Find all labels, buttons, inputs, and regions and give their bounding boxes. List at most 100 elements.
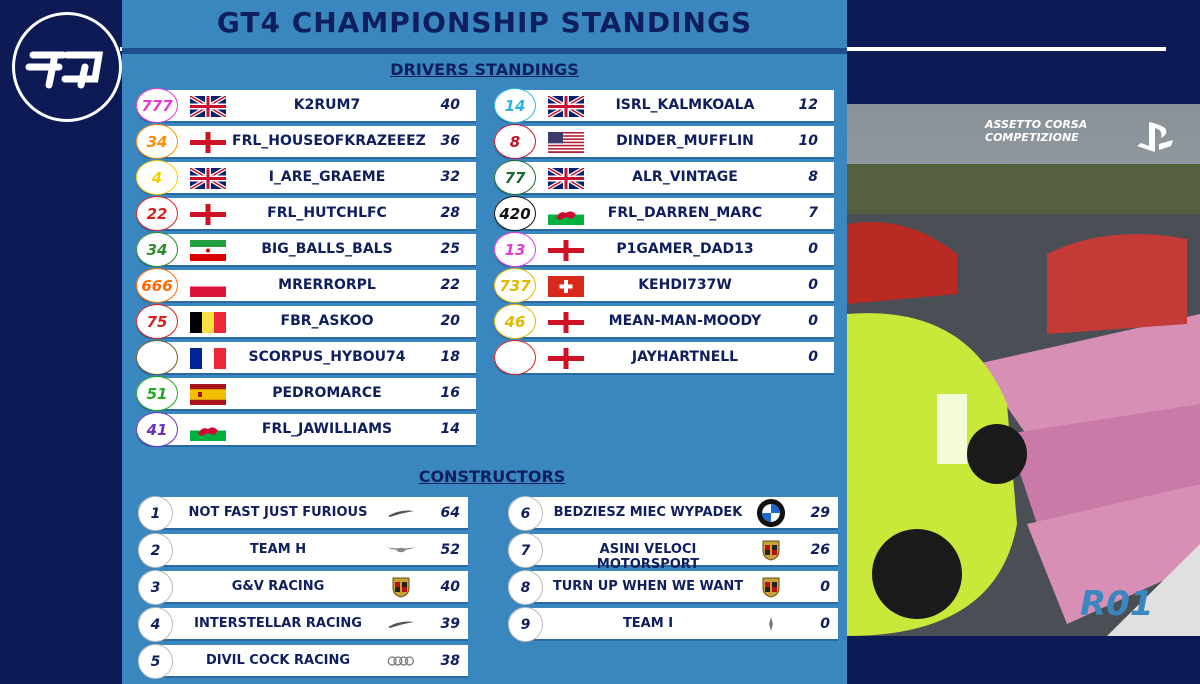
constructor-position: 7: [508, 533, 543, 568]
constructor-name: TEAM H: [249, 542, 307, 557]
driver-row: 777 K2RUM7 40: [136, 88, 476, 123]
england-flag-icon: [548, 312, 584, 333]
driver-points: 0: [808, 349, 818, 365]
constructor-points: 0: [820, 616, 830, 632]
wales-flag-icon: [548, 204, 584, 225]
driver-points: 22: [440, 277, 460, 293]
driver-points: 28: [440, 205, 460, 221]
driver-row: 737 KEHDI737W 0: [494, 268, 834, 303]
aston-martin-logo: [386, 540, 416, 560]
constructor-position: 9: [508, 607, 543, 642]
driver-number-badge: 14: [494, 88, 536, 123]
driver-row: 8 DINDER_MUFFLIN 10: [494, 124, 834, 159]
constructor-position: 8: [508, 570, 543, 605]
driver-row: 666 MRERRORPL 22: [136, 268, 476, 303]
constructor-points: 0: [820, 579, 830, 595]
audi-logo: [386, 651, 416, 671]
driver-number-badge: 8: [494, 124, 536, 159]
brand-line1: ASSETTO CORSA: [985, 118, 1088, 131]
driver-name: I_ARE_GRAEME: [268, 169, 386, 185]
driver-name: JAYHARTNELL: [631, 349, 739, 365]
wales-flag-icon: [190, 420, 226, 441]
constructor-points: 26: [810, 542, 830, 558]
league-logo: [12, 12, 122, 122]
title-underline: [122, 48, 847, 54]
england-flag-icon: [548, 240, 584, 261]
driver-points: 20: [440, 313, 460, 329]
driver-points: 40: [440, 97, 460, 113]
driver-name: MRERRORPL: [278, 277, 376, 293]
constructor-name: TURN UP WHEN WE WANT: [552, 579, 744, 594]
driver-number-badge: 737: [494, 268, 536, 303]
france-flag-icon: [190, 348, 226, 369]
england-flag-icon: [190, 132, 226, 153]
driver-number-badge: 420: [494, 196, 536, 231]
driver-name: K2RUM7: [293, 97, 361, 113]
driver-points: 8: [808, 169, 818, 185]
driver-points: 10: [798, 133, 818, 149]
uk-flag-icon: [546, 94, 586, 119]
constructor-row: 6 BEDZIESZ MIEC WYPADEK 29: [508, 496, 838, 531]
driver-name: FBR_ASKOO: [280, 313, 374, 329]
driver-row: 34 FRL_HOUSEOFKRAZEEEZ 36: [136, 124, 476, 159]
constructor-points: 52: [440, 542, 460, 558]
driver-number-badge: 666: [136, 268, 178, 303]
uk-flag-icon: [188, 166, 228, 191]
constructor-row: 5 DIVIL COCK RACING 38: [138, 644, 468, 679]
driver-row: SCORPUS_HYBOU74 18: [136, 340, 476, 375]
england-flag-icon: [548, 348, 584, 369]
driver-row: 46 MEAN-MAN-MOODY 0: [494, 304, 834, 339]
brand-line2: COMPETIZIONE: [985, 131, 1079, 144]
uk-flag-icon: [546, 166, 586, 191]
constructors-heading: CONSTRUCTORS: [418, 467, 566, 486]
driver-points: 36: [440, 133, 460, 149]
driver-points: 25: [440, 241, 460, 257]
driver-row: 75 FBR_ASKOO 20: [136, 304, 476, 339]
league-logo-icon: [25, 51, 104, 89]
standings-panel: GT4 CHAMPIONSHIP STANDINGS DRIVERS STAND…: [122, 0, 847, 684]
driver-row: 14 ISRL_KALMKOALA 12: [494, 88, 834, 123]
constructor-name: G&V RACING: [231, 579, 325, 594]
poland-flag-icon: [190, 276, 226, 297]
driver-number-badge: 41: [136, 412, 178, 447]
bmw-logo: [756, 498, 786, 528]
driver-number-badge: 22: [136, 196, 178, 231]
driver-points: 16: [440, 385, 460, 401]
driver-points: 0: [808, 241, 818, 257]
porsche-logo: [386, 577, 416, 598]
maserati-logo: [756, 614, 786, 634]
driver-row: JAYHARTNELL 0: [494, 340, 834, 375]
mclaren-logo: [386, 503, 416, 523]
switzerland-flag-icon: [548, 276, 584, 297]
constructor-name: INTERSTELLAR RACING: [194, 616, 362, 631]
driver-number-badge: 777: [136, 88, 178, 123]
belgium-flag-icon: [190, 312, 226, 333]
constructor-row: 1 NOT FAST JUST FURIOUS 64: [138, 496, 468, 531]
driver-points: 32: [440, 169, 460, 185]
driver-number-badge: 77: [494, 160, 536, 195]
driver-number-badge: 34: [136, 124, 178, 159]
driver-row: 77 ALR_VINTAGE 8: [494, 160, 834, 195]
driver-number-badge: 46: [494, 304, 536, 339]
driver-row: 51 PEDROMARCE 16: [136, 376, 476, 411]
driver-row: 420 FRL_DARREN_MARC 7: [494, 196, 834, 231]
driver-points: 7: [808, 205, 818, 221]
drivers-heading: DRIVERS STANDINGS: [390, 60, 579, 79]
driver-name: PEDROMARCE: [272, 385, 382, 401]
constructor-points: 39: [440, 616, 460, 632]
driver-name: FRL_HUTCHLFC: [267, 205, 387, 221]
constructor-position: 3: [138, 570, 173, 605]
driver-number-badge: 13: [494, 232, 536, 267]
constructor-name: NOT FAST JUST FURIOUS: [188, 505, 368, 520]
driver-points: 0: [808, 313, 818, 329]
driver-row: 4 I_ARE_GRAEME 32: [136, 160, 476, 195]
constructor-row: 3 G&V RACING 40: [138, 570, 468, 605]
constructor-row: 2 TEAM H 52: [138, 533, 468, 568]
constructor-points: 64: [440, 505, 460, 521]
playstation-icon: [1135, 120, 1175, 158]
iran-flag-icon: [190, 240, 226, 261]
england-flag-icon: [190, 204, 226, 225]
constructor-row: 8 TURN UP WHEN WE WANT 0: [508, 570, 838, 605]
driver-name: BIG_BALLS_BALS: [261, 241, 393, 257]
race-photo: [847, 104, 1200, 636]
